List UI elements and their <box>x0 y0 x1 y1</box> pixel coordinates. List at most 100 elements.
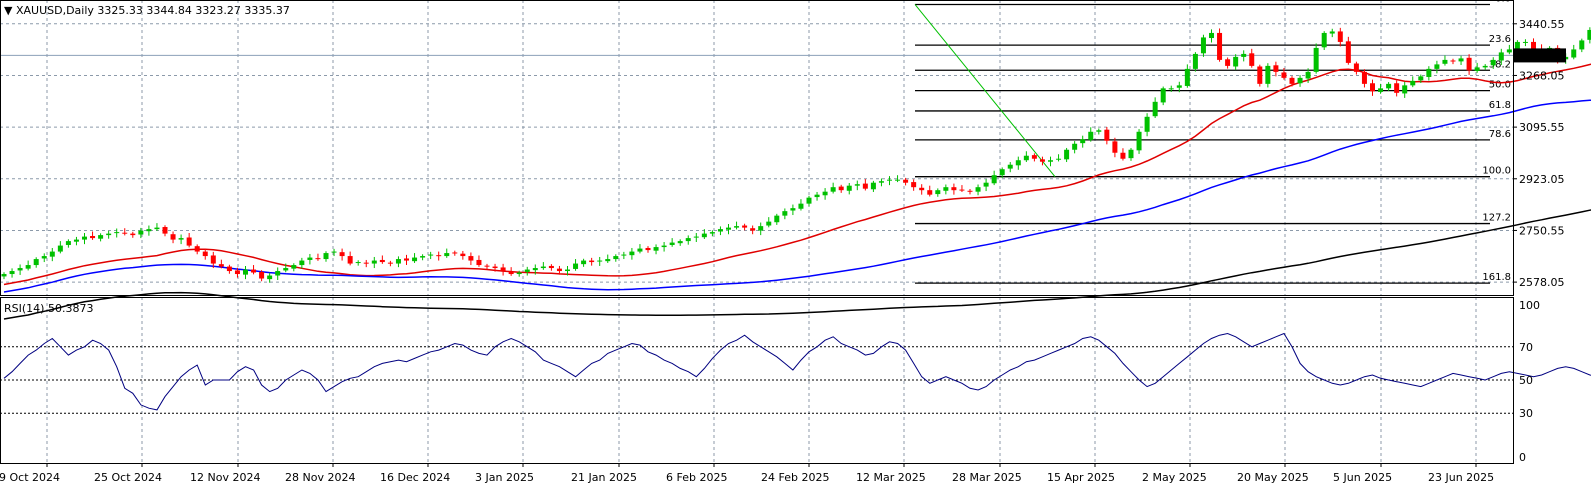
candle-body <box>734 226 740 228</box>
rsi-tick-label: 30 <box>1519 407 1533 420</box>
candle-body <box>98 235 104 239</box>
candle-body <box>854 184 860 186</box>
candle-body <box>701 233 707 238</box>
candle-body <box>1450 60 1456 62</box>
candle-body <box>65 241 71 245</box>
candle-body <box>146 229 152 232</box>
x-tick-label: 9 Oct 2024 <box>0 471 60 484</box>
fib-level-label: 38.2 <box>1489 59 1511 70</box>
main-grid <box>0 0 1513 463</box>
candle-body <box>967 190 973 192</box>
candle-body <box>726 227 731 230</box>
rsi-value: 50.3873 <box>47 302 94 315</box>
candle-body <box>178 238 184 240</box>
candle-body <box>669 242 675 245</box>
candle-body <box>1345 41 1351 63</box>
rsi-tick-label: 0 <box>1519 451 1526 464</box>
candle-body <box>903 179 909 183</box>
candle-body <box>1466 57 1472 71</box>
candle-body <box>307 257 313 260</box>
candle-body <box>1192 53 1198 69</box>
candle-body <box>573 263 579 269</box>
candle-body <box>1209 32 1214 39</box>
candle-body <box>1112 141 1118 153</box>
candle-body <box>363 262 369 264</box>
candle-body <box>275 271 281 276</box>
candle-body <box>1498 52 1504 61</box>
candle-body <box>581 260 587 265</box>
candle-body <box>508 271 514 275</box>
candle-body <box>895 179 901 181</box>
chart-frame <box>0 0 1514 464</box>
candle-body <box>661 245 667 248</box>
candle-body <box>82 236 87 240</box>
candle-body <box>1587 29 1591 40</box>
current-price-label: 3335.37 <box>1518 49 1564 62</box>
candle-body <box>106 233 112 236</box>
rsi-tick-label: 50 <box>1519 374 1533 387</box>
candle-body <box>468 256 474 261</box>
candle-body <box>17 268 23 271</box>
candle-body <box>323 253 329 260</box>
candle-body <box>975 187 981 192</box>
candle-body <box>162 227 168 234</box>
candle-body <box>1514 41 1520 49</box>
candle-body <box>798 203 804 209</box>
candle-body <box>758 226 764 231</box>
candle-body <box>41 256 47 259</box>
candle-body <box>1313 47 1319 72</box>
candle-body <box>1031 155 1037 159</box>
candle-body <box>878 181 884 183</box>
ohlc-close: 3335.37 <box>244 4 290 17</box>
candle-body <box>371 260 377 264</box>
candle-body <box>1056 158 1062 160</box>
candle-body <box>959 189 965 191</box>
candle-body <box>621 254 627 256</box>
candle-body <box>33 259 39 266</box>
candle-body <box>1265 65 1271 84</box>
candle-body <box>25 265 31 269</box>
candle-body <box>243 269 248 275</box>
candle-body <box>315 258 321 260</box>
candle-body <box>565 269 570 272</box>
x-tick-label: 28 Nov 2024 <box>285 471 355 484</box>
candle-body <box>9 271 15 275</box>
candle-body <box>1410 80 1416 86</box>
candle-body <box>130 233 136 236</box>
candle-body <box>1418 76 1424 81</box>
candle-body <box>1217 32 1223 60</box>
dropdown-triangle-icon[interactable]: ▼ <box>4 4 13 17</box>
rsi-panel-border <box>0 297 1514 464</box>
candle-body <box>597 260 603 262</box>
fib-level-label: 0.0 <box>1495 0 1511 4</box>
candle-body <box>1474 67 1480 71</box>
candle-body <box>1039 159 1045 162</box>
rsi-tick-label: 70 <box>1519 341 1533 354</box>
moving-averages <box>3 63 1591 320</box>
candle-body <box>887 179 892 181</box>
candle-body <box>790 208 796 211</box>
candle-body <box>1305 71 1311 79</box>
rsi-name: RSI(14) <box>4 302 45 315</box>
candle-body <box>1128 149 1134 159</box>
candle-body <box>766 221 772 226</box>
x-tick-label: 12 Mar 2025 <box>856 471 926 484</box>
candle-body <box>919 187 925 191</box>
candle-body <box>1184 68 1190 86</box>
x-tick-label: 20 May 2025 <box>1237 471 1309 484</box>
candle-body <box>637 248 643 252</box>
main-panel-border <box>0 0 1514 296</box>
candle-body <box>49 251 55 257</box>
x-tick-label: 12 Nov 2024 <box>190 471 260 484</box>
x-tick-label: 24 Feb 2025 <box>761 471 829 484</box>
candle-body <box>1088 131 1094 140</box>
candle-body <box>1136 131 1142 151</box>
candle-body <box>1442 59 1448 64</box>
candle-body <box>1370 83 1375 92</box>
x-tick-label: 21 Jan 2025 <box>571 471 637 484</box>
candle-body <box>1096 130 1102 132</box>
y-tick-label: 3095.55 <box>1519 121 1565 134</box>
candle-body <box>774 215 780 223</box>
candle-body <box>1490 59 1496 66</box>
